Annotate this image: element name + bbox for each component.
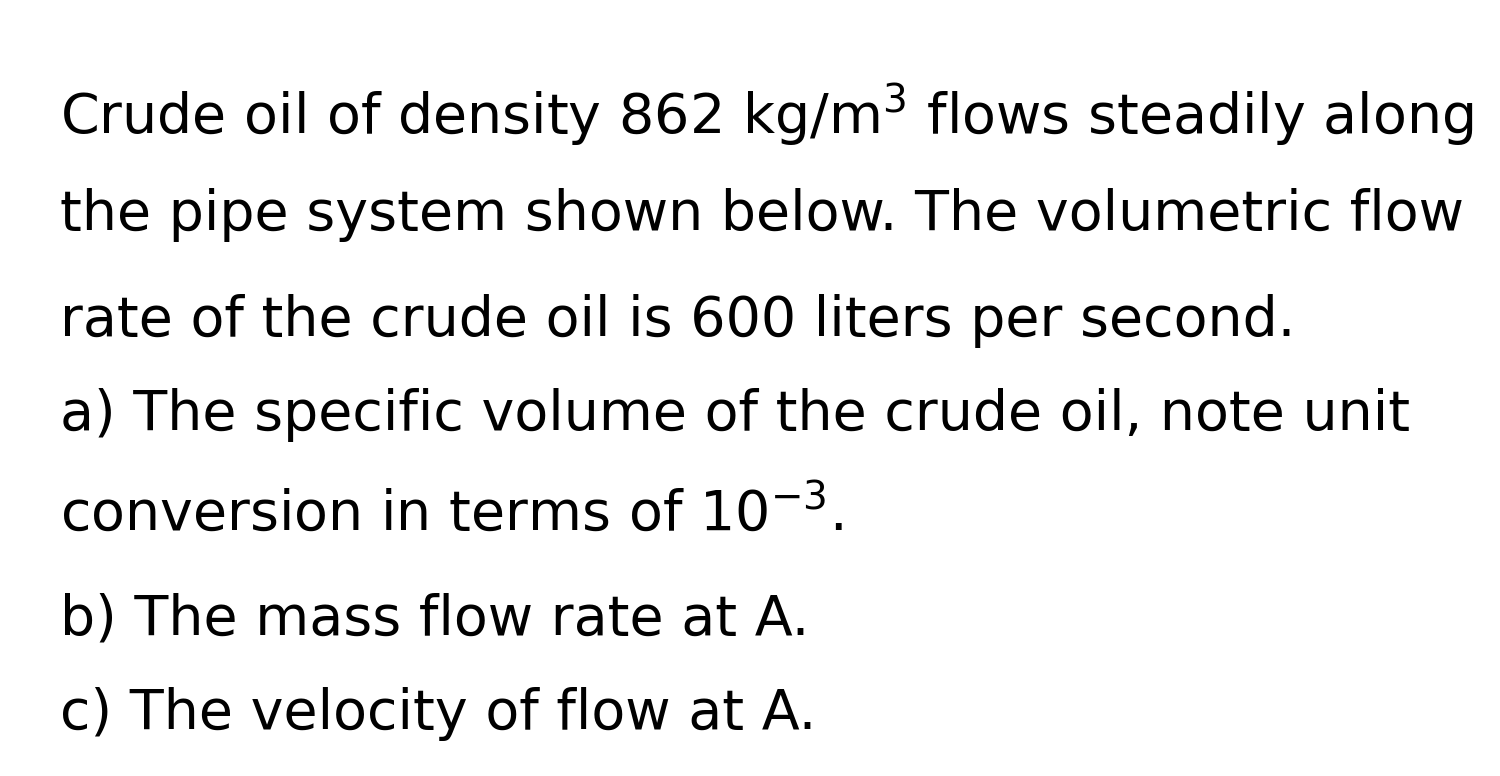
Text: the pipe system shown below. The volumetric flow: the pipe system shown below. The volumet…: [60, 188, 1464, 242]
Text: c) The velocity of flow at A.: c) The velocity of flow at A.: [60, 687, 816, 741]
Text: rate of the crude oil is 600 liters per second.: rate of the crude oil is 600 liters per …: [60, 294, 1296, 348]
Text: b) The mass flow rate at A.: b) The mass flow rate at A.: [60, 592, 810, 646]
Text: Crude oil of density 862 kg/m$^{3}$ flows steadily along: Crude oil of density 862 kg/m$^{3}$ flow…: [60, 81, 1473, 149]
Text: conversion in terms of 10$^{-3}$.: conversion in terms of 10$^{-3}$.: [60, 487, 843, 542]
Text: a) The specific volume of the crude oil, note unit: a) The specific volume of the crude oil,…: [60, 388, 1410, 442]
